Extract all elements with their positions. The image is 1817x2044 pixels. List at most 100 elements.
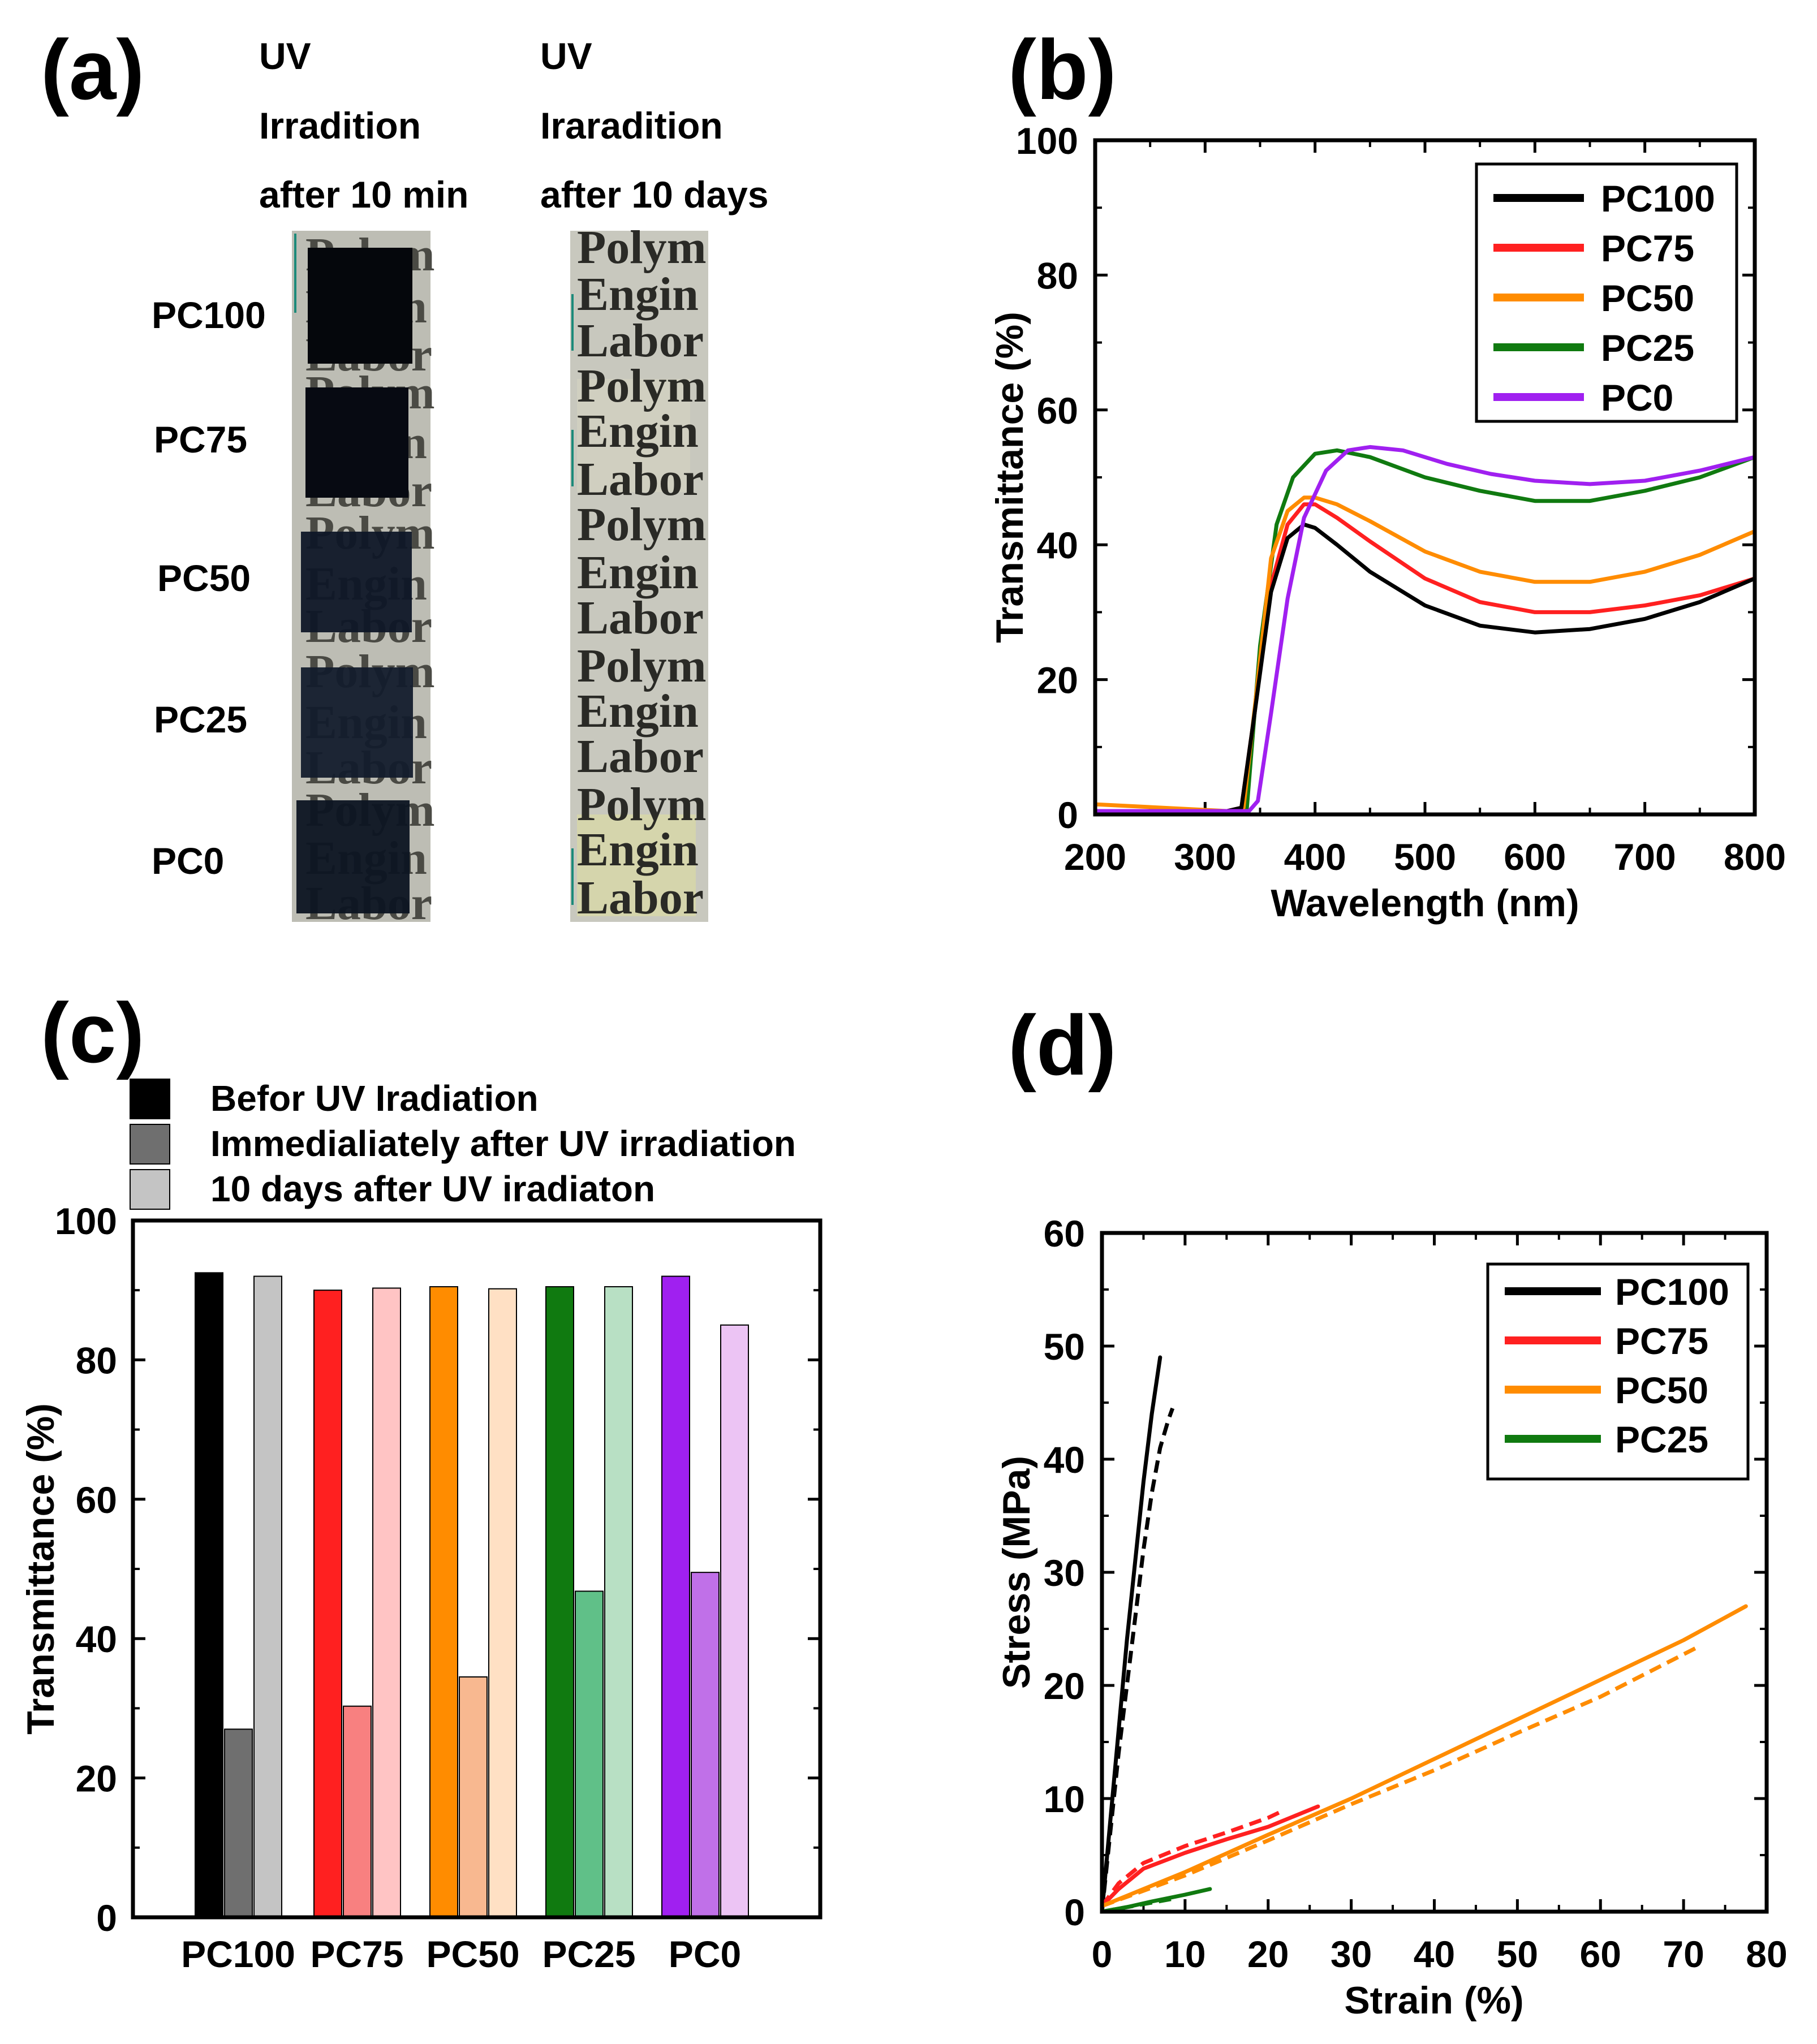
sample-square-pc25-dark bbox=[301, 667, 413, 778]
panel-b-legend: PC100 PC75 PC50 PC25 PC0 bbox=[1475, 162, 1738, 423]
panel-a: (a) UV Irradition after 10 min UV Irarad… bbox=[41, 22, 769, 930]
panel-b-line-pc100 bbox=[1093, 522, 1757, 813]
panel-c-y-tick-label: 100 bbox=[55, 1200, 117, 1242]
panel-c-legend-label-0: Befor UV Iradiation bbox=[210, 1078, 539, 1119]
panel-d-y-axis-label: Stress (MPa) bbox=[995, 1456, 1038, 1689]
sample-square-pc75-clear bbox=[577, 379, 690, 492]
panel-b-x-tick-label: 200 bbox=[1064, 836, 1126, 878]
row-label-pc75: PC75 bbox=[154, 419, 247, 460]
panel-b-legend-label-pc100: PC100 bbox=[1601, 178, 1715, 219]
panel-d-y-tick-label: 20 bbox=[1044, 1665, 1085, 1707]
panel-b-y-tick-label: 20 bbox=[1037, 659, 1078, 701]
panel-c-bar-pc100-s0 bbox=[195, 1272, 223, 1918]
panel-c-legend-label-1: Immedialiately after UV irradiation bbox=[210, 1123, 796, 1164]
panel-c-legend-label-2: 10 days after UV iradiaton bbox=[210, 1168, 655, 1209]
panel-d-plot-frame bbox=[1100, 1231, 1769, 1914]
panel-b-legend-label-pc25: PC25 bbox=[1601, 327, 1694, 369]
panel-c-legend-swatch-1 bbox=[130, 1124, 170, 1165]
panel-b-x-tick-label: 700 bbox=[1614, 836, 1676, 878]
panel-d-x-tick-label: 50 bbox=[1497, 1933, 1538, 1975]
panel-d-y-tick-label: 40 bbox=[1044, 1439, 1085, 1481]
panel-c-plot-frame bbox=[131, 1218, 823, 1920]
panel-c-bar-pc25-s2 bbox=[604, 1286, 633, 1918]
panel-d-x-tick-label: 20 bbox=[1247, 1933, 1289, 1975]
panel-c-bar-pc0-s2 bbox=[720, 1324, 749, 1918]
row-label-pc25: PC25 bbox=[154, 698, 247, 740]
photo-text: Engin bbox=[577, 546, 699, 599]
panel-c-bar-pc50-s0 bbox=[429, 1286, 458, 1918]
photo-text: Engin bbox=[577, 268, 699, 321]
panel-d-x-tick-label: 80 bbox=[1746, 1933, 1787, 1975]
panel-d-line-pc100-dashed bbox=[1100, 1407, 1175, 1912]
panel-d-legend-label-pc75: PC75 bbox=[1615, 1320, 1708, 1362]
col1-header-line3: after 10 min bbox=[259, 174, 468, 215]
photo-text: Polym bbox=[577, 498, 707, 551]
panel-c-x-tick-label-pc50: PC50 bbox=[426, 1933, 519, 1975]
photo-text: Labor bbox=[577, 592, 704, 644]
panel-b-line-pc0 bbox=[1093, 445, 1757, 813]
panel-b-x-tick-label: 800 bbox=[1724, 836, 1786, 878]
row-label-pc0: PC0 bbox=[152, 840, 224, 882]
photo-text: Engin bbox=[577, 405, 699, 458]
panel-c-bars bbox=[195, 1272, 749, 1918]
panel-b-x-tick-label: 400 bbox=[1284, 836, 1346, 878]
panel-c-bar-pc0-s1 bbox=[691, 1572, 720, 1918]
panel-d-label: (d) bbox=[1008, 998, 1117, 1093]
sample-square-pc50-dark bbox=[301, 532, 412, 632]
panel-d-y-tick-label: 60 bbox=[1044, 1213, 1085, 1254]
panel-c-label: (c) bbox=[41, 985, 144, 1080]
panel-b-x-tick-label: 500 bbox=[1394, 836, 1456, 878]
panel-c-legend-swatch-2 bbox=[130, 1169, 170, 1210]
photo-text: Polym bbox=[577, 640, 707, 692]
panel-c-bar-pc50-s2 bbox=[488, 1288, 517, 1918]
panel-b-legend-label-pc50: PC50 bbox=[1601, 277, 1694, 319]
panel-d-legend-label-pc25: PC25 bbox=[1615, 1418, 1708, 1460]
photo-text: Polym bbox=[577, 221, 707, 274]
panel-c-bar-pc100-s2 bbox=[253, 1275, 282, 1918]
panel-b-y-tick-label: 40 bbox=[1037, 524, 1078, 566]
panel-c-y-tick-label: 0 bbox=[96, 1897, 117, 1939]
panel-b-x-tick-label: 300 bbox=[1174, 836, 1236, 878]
panel-b-x-tick-label: 600 bbox=[1504, 836, 1566, 878]
panel-c-x-tick-label-pc100: PC100 bbox=[181, 1933, 295, 1975]
col1-header-line2: Irradition bbox=[259, 105, 421, 146]
panel-c-y-tick-label: 60 bbox=[76, 1479, 117, 1521]
panel-d: (d) 0 10 20 30 40 50 60 70 80 0 10 20 30 40 50 60 Strai… bbox=[995, 998, 1788, 2022]
panel-d-x-tick-label: 40 bbox=[1414, 1933, 1455, 1975]
panel-b-line-pc25 bbox=[1093, 448, 1757, 813]
panel-c-y-tick-label: 40 bbox=[76, 1618, 117, 1660]
panel-d-line-pc25-dashed bbox=[1101, 1896, 1177, 1914]
panel-c-y-tick-label: 20 bbox=[76, 1758, 117, 1800]
photo-text: Labor bbox=[577, 730, 704, 783]
panel-c-bar-pc25-s0 bbox=[545, 1286, 574, 1918]
panel-b-y-tick-label: 0 bbox=[1057, 794, 1078, 836]
panel-d-x-axis-label: Strain (%) bbox=[1344, 1979, 1523, 2022]
panel-b-legend-label-pc75: PC75 bbox=[1601, 227, 1694, 269]
panel-c-bar-pc100-s1 bbox=[224, 1728, 253, 1918]
sample-square-pc0-dark bbox=[296, 800, 410, 913]
panel-c-x-tick-label-pc0: PC0 bbox=[669, 1933, 741, 1975]
sample-square-pc0-clear bbox=[577, 814, 696, 916]
panel-d-x-tick-label: 60 bbox=[1580, 1933, 1621, 1975]
panel-a-label: (a) bbox=[41, 22, 144, 117]
photo-text: Polym bbox=[577, 778, 707, 831]
panel-d-y-tick-label: 50 bbox=[1044, 1326, 1085, 1368]
panel-c-bar-pc75-s1 bbox=[343, 1705, 372, 1918]
panel-d-legend-label-pc50: PC50 bbox=[1615, 1369, 1708, 1411]
panel-d-lines bbox=[1100, 1355, 1748, 1914]
panel-c-bar-pc25-s1 bbox=[575, 1590, 604, 1918]
panel-d-line-pc75-solid bbox=[1100, 1804, 1320, 1908]
panel-b: (b) 200 300 400 500 600 700 800 0 20 40 60 80 100 Wa… bbox=[988, 22, 1786, 925]
panel-b-lines bbox=[1093, 445, 1757, 813]
panel-c-bar-pc75-s2 bbox=[372, 1287, 401, 1918]
panel-b-label: (b) bbox=[1008, 22, 1117, 117]
panel-b-x-axis-label: Wavelength (nm) bbox=[1271, 882, 1579, 925]
panel-c-y-tick-label: 80 bbox=[76, 1339, 117, 1381]
sample-square-pc100-dark bbox=[308, 248, 412, 364]
panel-d-line-pc75-dashed bbox=[1100, 1808, 1286, 1908]
panel-b-y-axis-label: Transmittance (%) bbox=[988, 312, 1031, 643]
panel-d-line-pc50-dashed bbox=[1101, 1644, 1702, 1908]
